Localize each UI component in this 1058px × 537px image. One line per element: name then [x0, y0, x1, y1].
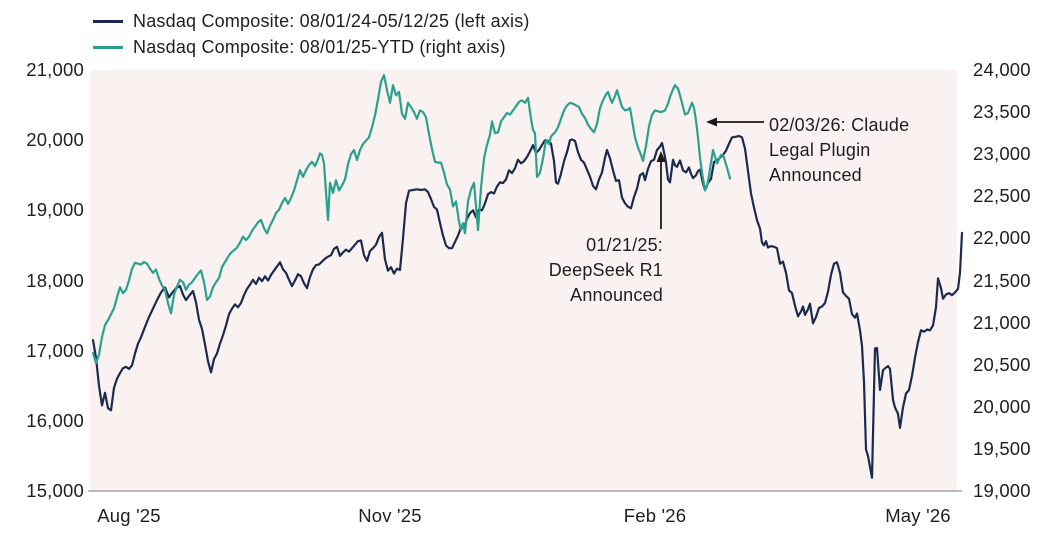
plot-area: [90, 70, 957, 491]
series-line-teal: [91, 74, 732, 365]
annotation-arrowhead: [706, 117, 717, 127]
annotation-arrowhead: [656, 151, 666, 162]
series-line-navy: [91, 134, 964, 479]
